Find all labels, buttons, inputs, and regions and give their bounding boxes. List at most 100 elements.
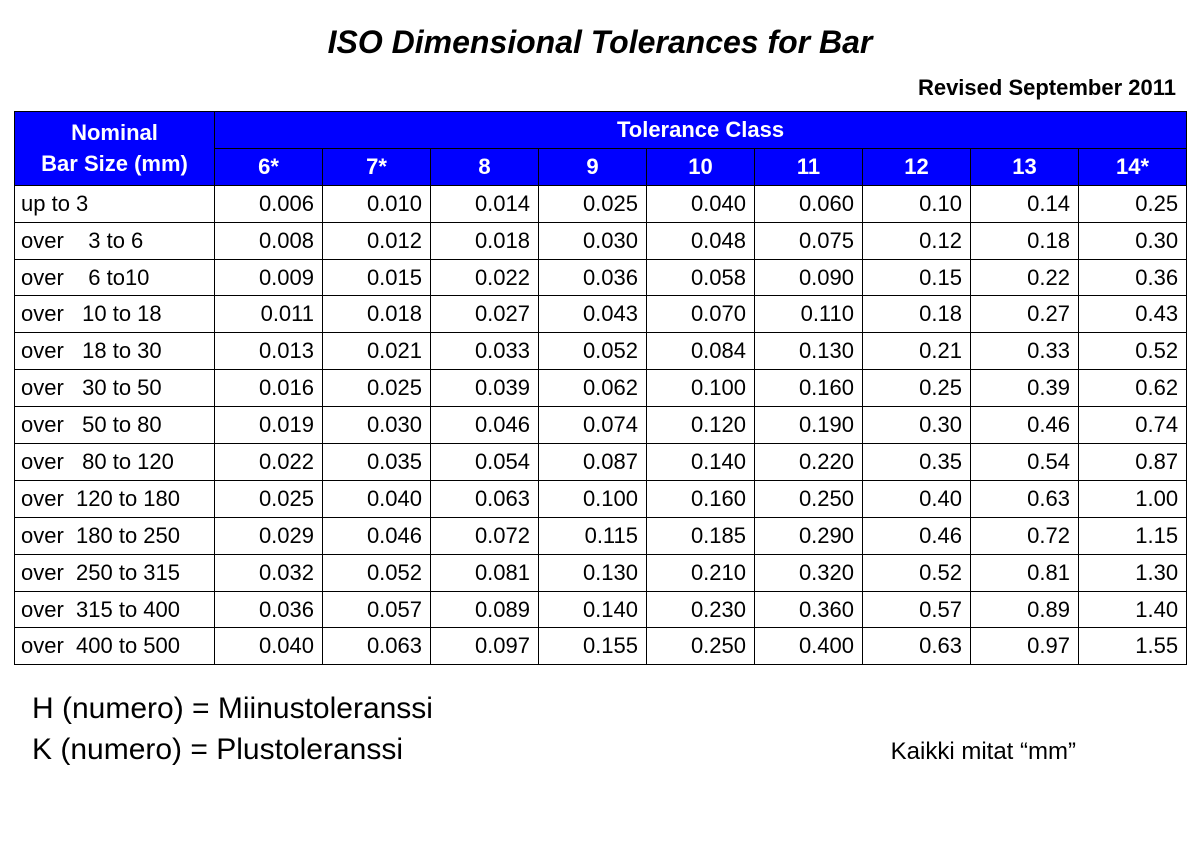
value-cell: 0.130 — [539, 554, 647, 591]
value-cell: 0.36 — [1079, 259, 1187, 296]
value-cell: 0.036 — [539, 259, 647, 296]
value-cell: 0.52 — [1079, 333, 1187, 370]
tolerance-class-header: Tolerance Class — [215, 112, 1187, 149]
value-cell: 0.039 — [431, 370, 539, 407]
table-row: over 80 to 1200.0220.0350.0540.0870.1400… — [15, 444, 1187, 481]
value-cell: 0.52 — [863, 554, 971, 591]
value-cell: 0.010 — [323, 185, 431, 222]
value-cell: 0.160 — [755, 370, 863, 407]
value-cell: 0.35 — [863, 444, 971, 481]
value-cell: 0.089 — [431, 591, 539, 628]
value-cell: 0.040 — [323, 480, 431, 517]
table-row: up to 30.0060.0100.0140.0250.0400.0600.1… — [15, 185, 1187, 222]
value-cell: 0.21 — [863, 333, 971, 370]
table-row: over 3 to 60.0080.0120.0180.0300.0480.07… — [15, 222, 1187, 259]
nominal-header: Nominal Bar Size (mm) — [15, 112, 215, 186]
units-note: Kaikki mitat “mm” — [891, 738, 1186, 770]
value-cell: 0.025 — [323, 370, 431, 407]
size-cell: over 10 to 18 — [15, 296, 215, 333]
legend-k: K (numero) = Plustoleranssi — [32, 730, 433, 771]
value-cell: 0.25 — [1079, 185, 1187, 222]
value-cell: 0.052 — [539, 333, 647, 370]
value-cell: 0.021 — [323, 333, 431, 370]
value-cell: 0.22 — [971, 259, 1079, 296]
size-cell: over 400 to 500 — [15, 628, 215, 665]
value-cell: 0.048 — [647, 222, 755, 259]
value-cell: 0.070 — [647, 296, 755, 333]
value-cell: 0.035 — [323, 444, 431, 481]
value-cell: 0.058 — [647, 259, 755, 296]
value-cell: 0.011 — [215, 296, 323, 333]
value-cell: 0.115 — [539, 517, 647, 554]
value-cell: 0.015 — [323, 259, 431, 296]
value-cell: 0.100 — [539, 480, 647, 517]
value-cell: 0.87 — [1079, 444, 1187, 481]
size-cell: over 6 to10 — [15, 259, 215, 296]
value-cell: 0.022 — [431, 259, 539, 296]
value-cell: 0.030 — [323, 407, 431, 444]
column-header: 11 — [755, 148, 863, 185]
column-header: 10 — [647, 148, 755, 185]
value-cell: 0.084 — [647, 333, 755, 370]
value-cell: 1.55 — [1079, 628, 1187, 665]
value-cell: 0.033 — [431, 333, 539, 370]
value-cell: 0.10 — [863, 185, 971, 222]
value-cell: 0.210 — [647, 554, 755, 591]
size-cell: over 120 to 180 — [15, 480, 215, 517]
table-row: over 180 to 2500.0290.0460.0720.1150.185… — [15, 517, 1187, 554]
value-cell: 0.30 — [1079, 222, 1187, 259]
page-title: ISO Dimensional Tolerances for Bar — [14, 24, 1186, 61]
value-cell: 0.43 — [1079, 296, 1187, 333]
value-cell: 0.230 — [647, 591, 755, 628]
value-cell: 0.046 — [323, 517, 431, 554]
value-cell: 0.250 — [647, 628, 755, 665]
value-cell: 0.190 — [755, 407, 863, 444]
size-cell: over 50 to 80 — [15, 407, 215, 444]
value-cell: 0.097 — [431, 628, 539, 665]
table-row: over 30 to 500.0160.0250.0390.0620.1000.… — [15, 370, 1187, 407]
value-cell: 0.120 — [647, 407, 755, 444]
value-cell: 0.155 — [539, 628, 647, 665]
value-cell: 0.018 — [323, 296, 431, 333]
table-row: over 250 to 3150.0320.0520.0810.1300.210… — [15, 554, 1187, 591]
value-cell: 0.14 — [971, 185, 1079, 222]
value-cell: 0.63 — [863, 628, 971, 665]
value-cell: 0.016 — [215, 370, 323, 407]
value-cell: 0.014 — [431, 185, 539, 222]
value-cell: 0.320 — [755, 554, 863, 591]
value-cell: 0.030 — [539, 222, 647, 259]
column-header: 14* — [1079, 148, 1187, 185]
value-cell: 0.30 — [863, 407, 971, 444]
table-row: over 400 to 5000.0400.0630.0970.1550.250… — [15, 628, 1187, 665]
value-cell: 0.063 — [431, 480, 539, 517]
size-cell: over 3 to 6 — [15, 222, 215, 259]
value-cell: 0.025 — [539, 185, 647, 222]
value-cell: 0.040 — [647, 185, 755, 222]
nominal-header-line2: Bar Size (mm) — [41, 151, 188, 176]
value-cell: 0.140 — [647, 444, 755, 481]
size-cell: over 30 to 50 — [15, 370, 215, 407]
footer: H (numero) = Miinustoleranssi K (numero)… — [14, 689, 1186, 770]
value-cell: 0.46 — [863, 517, 971, 554]
value-cell: 0.39 — [971, 370, 1079, 407]
value-cell: 1.15 — [1079, 517, 1187, 554]
value-cell: 0.075 — [755, 222, 863, 259]
column-header: 12 — [863, 148, 971, 185]
value-cell: 0.74 — [1079, 407, 1187, 444]
tolerance-table: Nominal Bar Size (mm) Tolerance Class 6*… — [14, 111, 1187, 665]
value-cell: 0.160 — [647, 480, 755, 517]
value-cell: 0.060 — [755, 185, 863, 222]
value-cell: 0.013 — [215, 333, 323, 370]
value-cell: 0.97 — [971, 628, 1079, 665]
value-cell: 0.074 — [539, 407, 647, 444]
value-cell: 0.72 — [971, 517, 1079, 554]
value-cell: 1.30 — [1079, 554, 1187, 591]
table-row: over 18 to 300.0130.0210.0330.0520.0840.… — [15, 333, 1187, 370]
value-cell: 0.032 — [215, 554, 323, 591]
column-header: 13 — [971, 148, 1079, 185]
value-cell: 0.025 — [215, 480, 323, 517]
value-cell: 0.33 — [971, 333, 1079, 370]
value-cell: 0.130 — [755, 333, 863, 370]
nominal-header-line1: Nominal — [71, 120, 158, 145]
value-cell: 0.57 — [863, 591, 971, 628]
